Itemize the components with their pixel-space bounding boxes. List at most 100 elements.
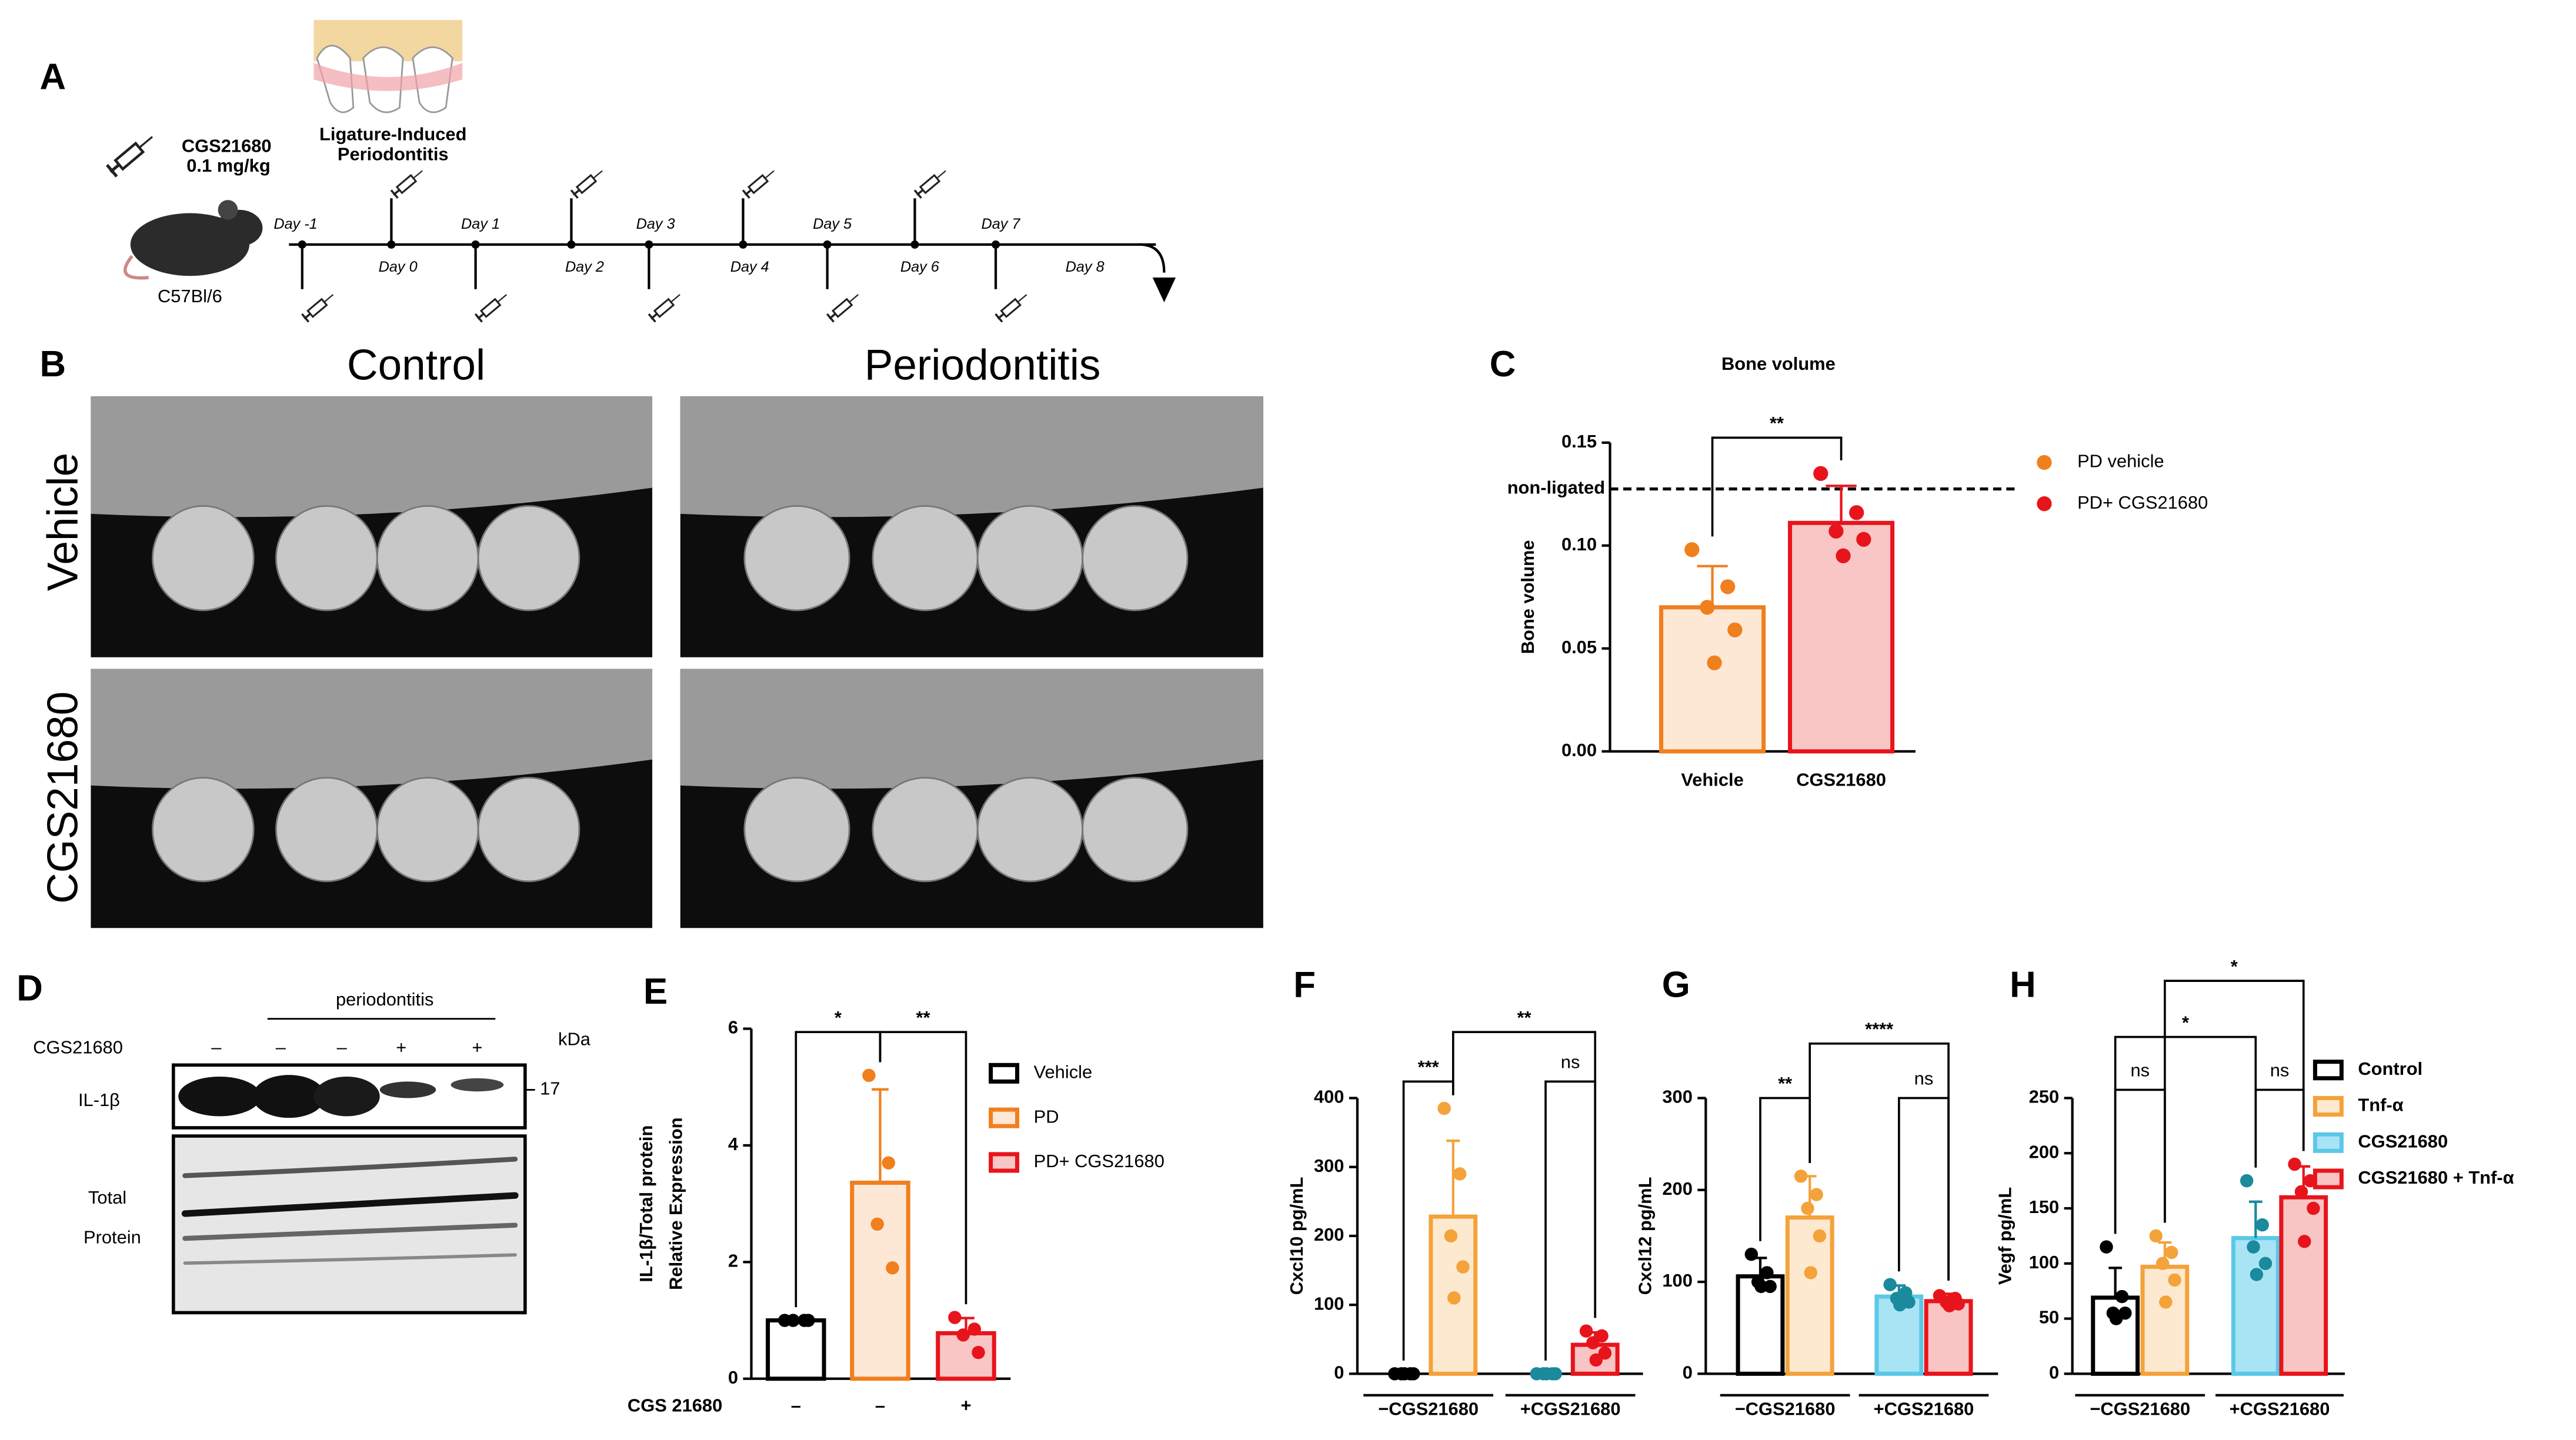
data-point [2168,1273,2181,1287]
tooth [743,505,850,612]
y-axis-label: IL-1β/Total protein [636,1125,656,1282]
data-point [1943,1299,1956,1312]
data-point [2115,1289,2129,1304]
panel-label: D [16,968,43,1008]
drug: CGS21680 [182,135,272,156]
band-label: Total [88,1187,126,1208]
band-label: Protein [84,1227,141,1247]
legend-marker [2037,455,2052,470]
tooth [477,505,580,612]
data-point [1849,505,1864,520]
y-tick-label: 0 [2049,1362,2059,1383]
significance: ns [1914,1068,1934,1089]
legend-label: PD+ CGS21680 [2077,492,2208,513]
marker: 17 [540,1078,560,1099]
data-point [2155,1257,2170,1271]
panel-label: H [2010,965,2036,1005]
day-dot [823,240,832,249]
group-label: −CGS21680 [1378,1398,1479,1419]
data-point [1893,1298,1907,1312]
bar [1785,1215,1834,1376]
y-axis-label: Vegf pg/mL [1995,1187,2016,1285]
y-tick-label: 200 [1662,1178,1693,1199]
data-point [870,1217,884,1231]
tooth [872,505,979,612]
band-label: IL-1β [78,1090,120,1110]
day-label: Day 3 [636,216,675,232]
y-tick-label: 300 [1314,1155,1344,1176]
syringe [825,289,863,324]
legend-marker [2037,496,2052,512]
error-bar [1446,1140,1460,1217]
y-axis-label: Bone volume [1517,540,1538,654]
y-tick-label: 100 [1662,1270,1693,1291]
data-point [1437,1101,1451,1115]
y-tick-label: 100 [2029,1252,2060,1272]
bracket [1544,1080,1597,1361]
row-label: Vehicle [39,453,87,591]
data-point [1595,1329,1609,1343]
data-point [2258,1257,2273,1271]
y-tick-label: 0 [1683,1362,1693,1383]
model: Periodontitis [338,143,449,164]
legend-label: PD+ CGS21680 [1034,1151,1164,1171]
bracket [1711,436,1843,537]
significance: * [2182,1012,2189,1033]
lane-sign: – [337,1037,348,1057]
data-point [1397,1367,1412,1381]
column-label: Periodontitis [865,342,1101,389]
syringe [740,165,779,201]
data-point [2250,1268,2264,1281]
data-point [1744,1247,1759,1261]
bracket [1898,1097,1950,1281]
day-label: Day 4 [730,259,769,275]
y-tick-label: 0.00 [1561,740,1597,760]
y-tick-label: 6 [728,1017,738,1038]
x-axis-label: CGS 21680 [628,1395,722,1416]
day-dot [471,240,480,249]
tooth [376,777,479,883]
group-label: +CGS21680 [1520,1398,1621,1419]
legend-label: Vehicle [1034,1062,1093,1082]
bar [1659,605,1766,754]
group-label: −CGS21680 [2090,1398,2190,1419]
tooth [477,777,580,883]
x-tick-label: Vehicle [1681,770,1743,790]
data-point [967,1322,982,1336]
legend-marker [2313,1168,2344,1190]
data-point [2240,1174,2254,1188]
chart: 0 100 200 300 Cxcl12 pg/mL −CGS21680 +CGS21680… [1634,1019,1998,1419]
significance: **** [1865,1019,1893,1040]
data-point [1720,579,1736,594]
lane-sign: + [396,1037,406,1057]
arrowhead [1152,278,1176,303]
reference-label: non-ligated [1507,477,1605,498]
bracket [879,1031,967,1305]
day-dot [910,240,919,249]
legend-label: PD [1034,1106,1059,1127]
data-point [1453,1167,1467,1181]
day-dot [567,240,576,249]
panel-label: C [1490,344,1516,385]
error-bar [2108,1267,2123,1298]
data-point [2165,1245,2178,1259]
tooth [1082,777,1189,883]
day-dot [992,240,1000,249]
data-point [1794,1170,1808,1183]
x-tick-label: + [960,1395,971,1416]
legend-label: Control [2358,1058,2422,1079]
bar [850,1180,910,1381]
data-point [1813,1229,1827,1243]
panel-label: F [1293,965,1316,1005]
y-tick-label: 50 [2039,1307,2059,1328]
significance: ** [916,1007,930,1028]
y-axis-label: Cxcl12 pg/mL [1634,1177,1655,1295]
data-point [1804,1266,1817,1279]
jaw [91,396,653,517]
data-point [1856,532,1871,547]
tooth [376,505,479,612]
syringe [389,165,427,201]
panel-label: E [643,971,668,1012]
jaw [91,669,653,789]
